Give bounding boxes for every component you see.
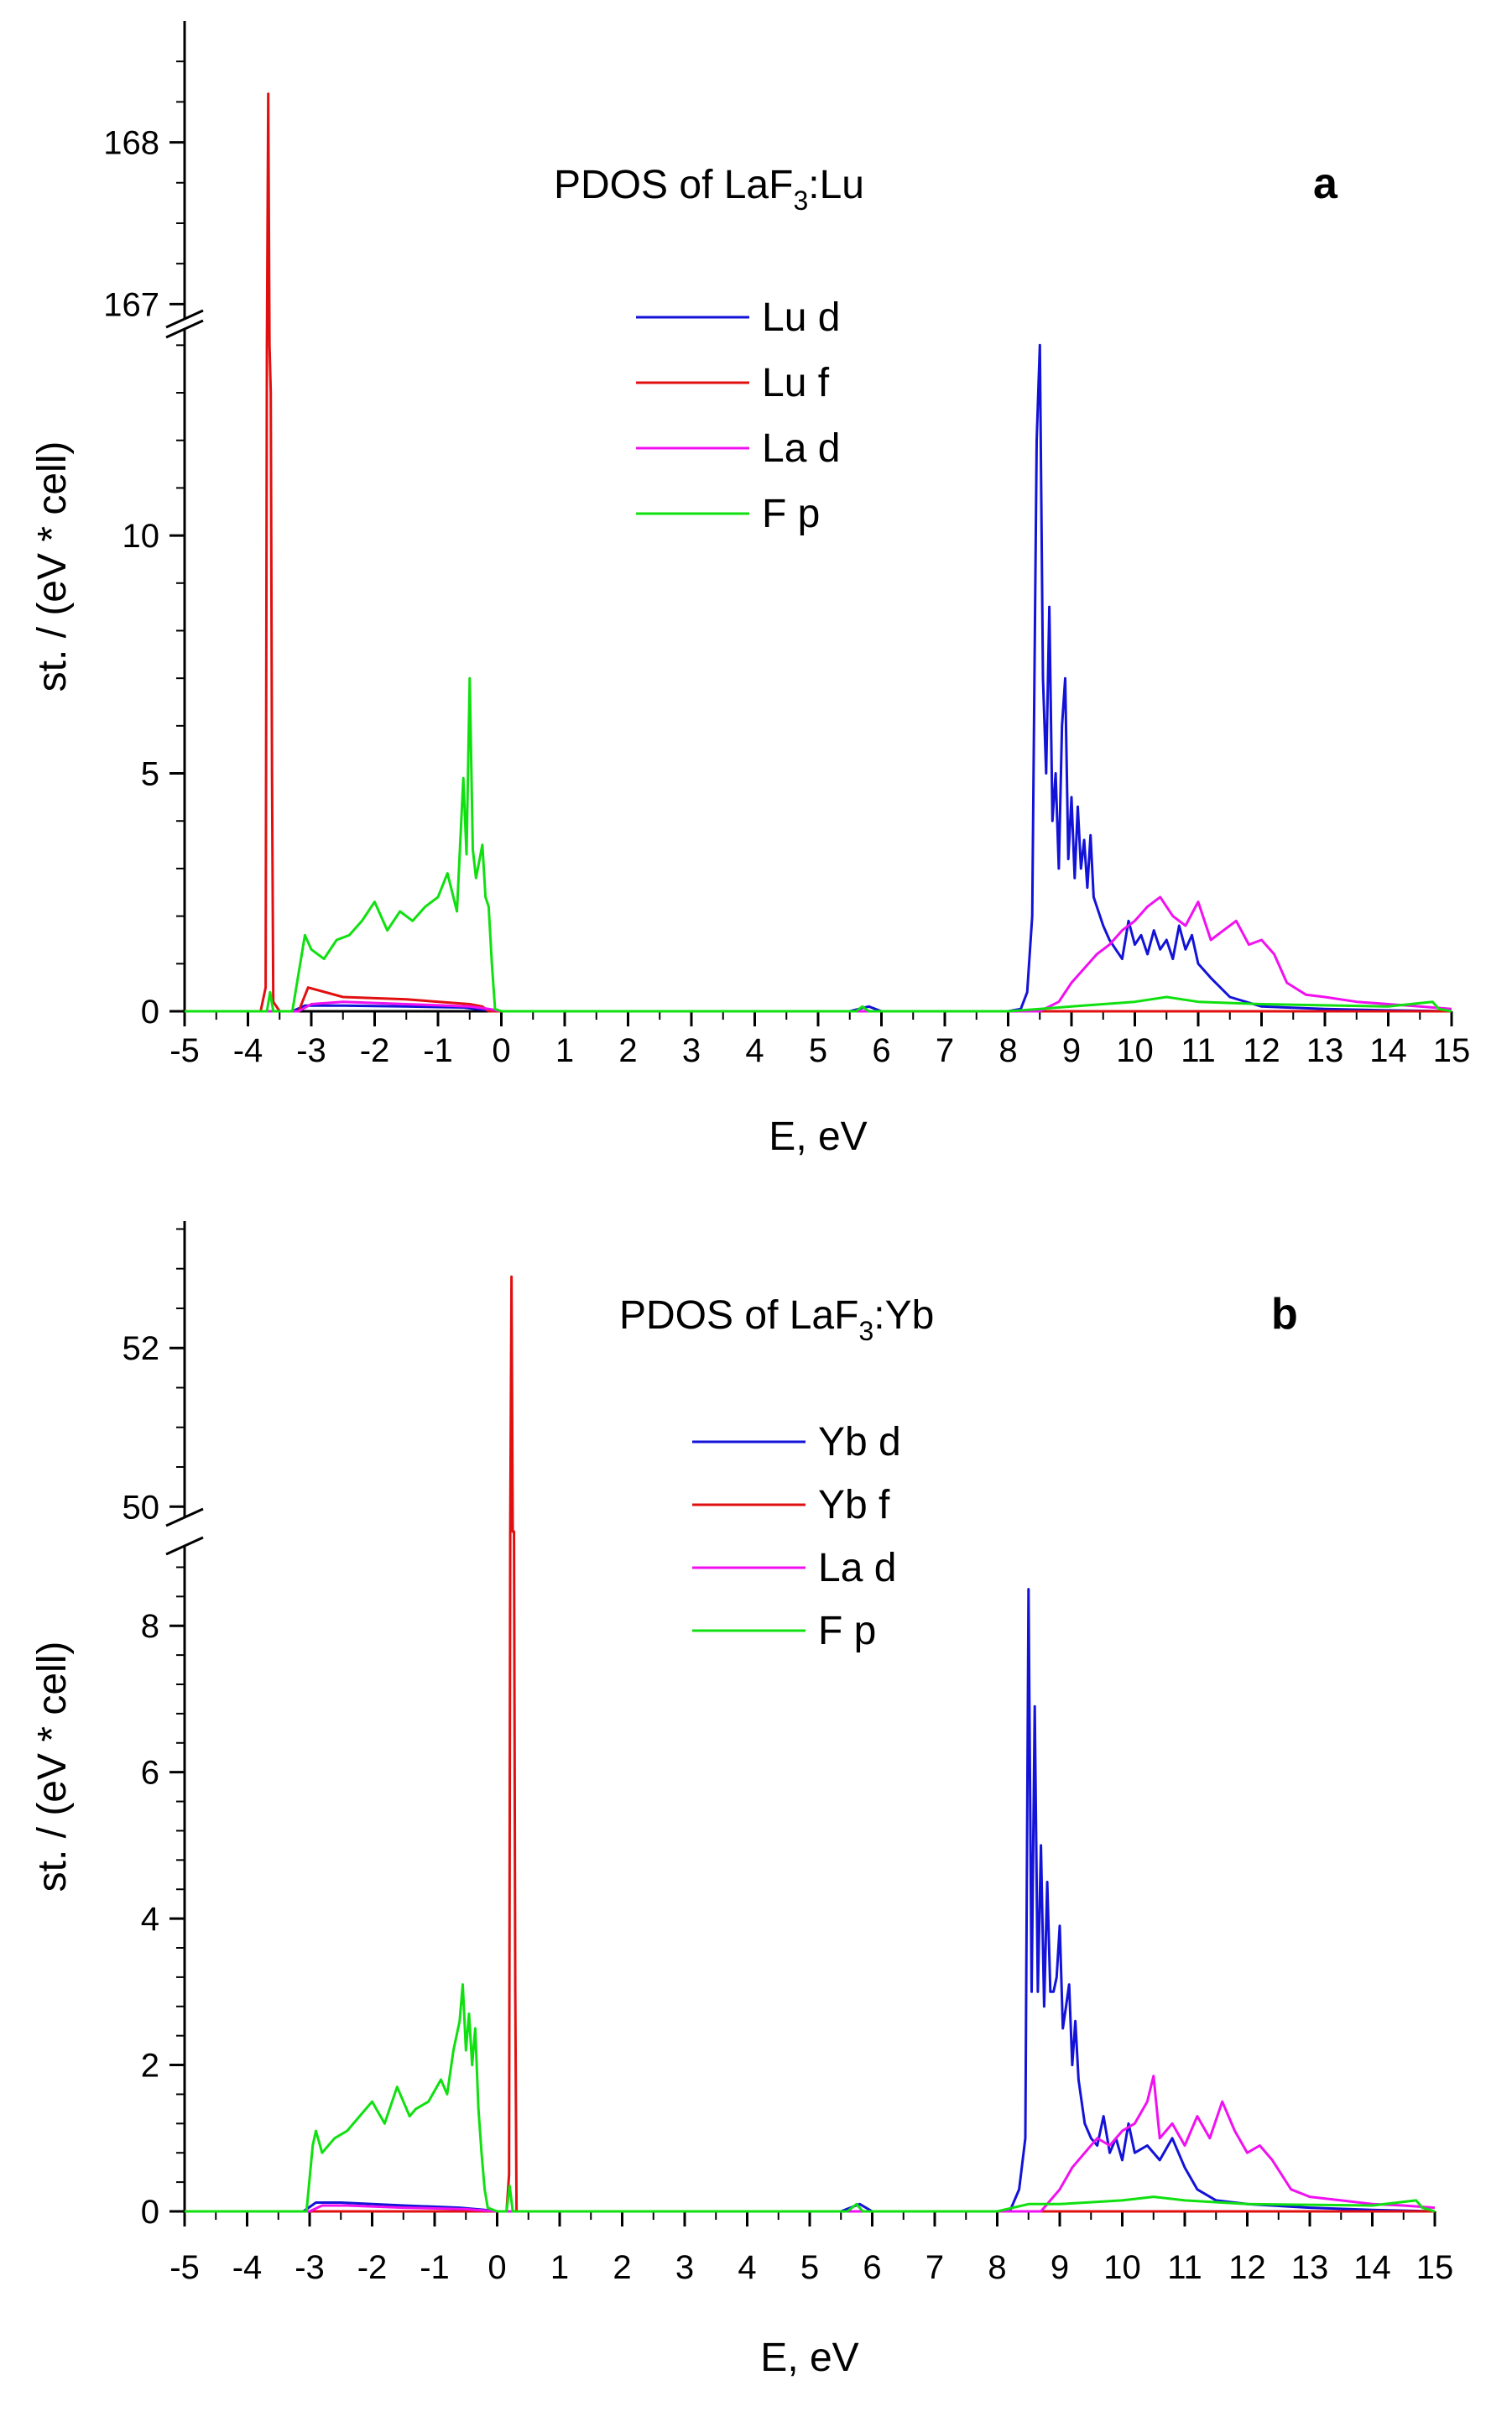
legend-label: Lu f [762,361,830,405]
series-line-la-d [185,2075,1436,2213]
x-tick-label: 14 [1353,2249,1391,2286]
x-tick-label: 0 [487,2249,506,2286]
series-line-yb-d [185,1588,1436,2213]
x-tick-label: -4 [233,1032,263,1069]
x-tick-label: -5 [169,1032,200,1069]
x-axis-label: E, eV [760,2336,858,2380]
x-tick-label: 2 [618,1032,637,1069]
x-tick-label: 9 [1051,2249,1069,2286]
y-tick-label: 2 [141,2048,159,2085]
x-tick-label: 7 [925,2249,944,2286]
series-line-lu-d [185,343,1452,1013]
series-line-yb-f [185,1275,1435,2213]
x-tick-label: 15 [1433,1032,1471,1069]
x-tick-label: 0 [492,1032,510,1069]
y-axis-label: st. / (eV * cell) [30,441,75,692]
x-tick-label: -1 [420,2249,450,2286]
x-tick-label: 13 [1291,2249,1329,2286]
series-line-la-d [185,895,1452,1013]
x-tick-label: 7 [936,1032,954,1069]
x-tick-label: 10 [1116,1032,1154,1069]
panel-a-title: PDOS of LaF3:Lu [554,163,864,216]
panel-b: PDOS of LaF3:Yb b -5 -4 -3 -2 -1 0 1 2 3 4 5 6 7 8 9 10… [30,1221,1453,2380]
x-tick-label: 12 [1228,2249,1266,2286]
x-tick-label: 8 [998,1032,1017,1069]
x-tick-label: -2 [360,1032,390,1069]
x-tick-label: -3 [295,2249,325,2286]
y-tick-label: 6 [141,1755,159,1792]
series-line-f-p [185,1983,1436,2213]
panel-a: PDOS of LaF3:Lu a -5 -4 -3 -2 -1 0 1 2 3 4 5 6 7 8 9 10… [30,21,1470,1159]
panel-b-title: PDOS of LaF3:Yb [619,1293,934,1346]
x-tick-label: 1 [555,1032,574,1069]
y-tick-label: 0 [141,2194,159,2231]
x-tick-label: -3 [296,1032,326,1069]
series-line-lu-f [185,92,1452,1013]
series-line-f-p [185,676,1452,1013]
y-tick-label: 50 [123,1489,160,1526]
legend-label: Yb d [818,1420,901,1464]
x-tick-label: 9 [1062,1032,1081,1069]
axis-break-mark [165,1507,204,1527]
x-tick-label: 12 [1243,1032,1280,1069]
panel-b-letter: b [1271,1290,1298,1339]
axis-break-mark [165,319,204,339]
x-tick-label: 11 [1167,2249,1202,2286]
x-tick-label: 6 [863,2249,881,2286]
x-tick-label: 10 [1103,2249,1141,2286]
x-tick-label: 11 [1181,1032,1216,1069]
x-tick-label: 3 [682,1032,701,1069]
y-tick-label: 167 [103,286,159,323]
x-tick-label: 1 [550,2249,569,2286]
legend-label: Yb f [818,1483,890,1527]
x-tick-label: 8 [988,2249,1006,2286]
y-tick-label: 5 [141,756,159,793]
legend-label: La d [762,426,840,471]
x-tick-label: 5 [800,2249,819,2286]
y-axis-label: st. / (eV * cell) [30,1642,75,1892]
panel-a-letter: a [1313,159,1338,208]
y-tick-label: 10 [123,518,160,555]
x-tick-label: 2 [613,2249,631,2286]
x-tick-label: -5 [169,2249,200,2286]
y-tick-label: 52 [123,1330,160,1367]
legend-label: Lu d [762,295,840,340]
x-tick-label: 15 [1416,2249,1454,2286]
x-tick-label: -1 [423,1032,453,1069]
axis-break-mark [165,1536,204,1556]
x-tick-label: 14 [1369,1032,1407,1069]
x-tick-label: 4 [745,1032,764,1069]
y-tick-label: 168 [103,125,159,162]
x-tick-label: 5 [809,1032,827,1069]
y-tick-label: 8 [141,1608,159,1645]
legend-label: F p [762,492,820,536]
axis-break-mark [165,309,204,329]
x-tick-label: 4 [738,2249,756,2286]
x-tick-label: 3 [675,2249,694,2286]
x-axis-label: E, eV [769,1115,867,1159]
legend-label: F p [818,1609,876,1653]
x-tick-label: 13 [1306,1032,1344,1069]
x-tick-label: -4 [232,2249,263,2286]
y-tick-label: 4 [141,1901,159,1938]
x-tick-label: -2 [357,2249,388,2286]
y-tick-label: 0 [141,994,159,1031]
x-tick-label: 6 [872,1032,890,1069]
legend-label: La d [818,1546,896,1590]
